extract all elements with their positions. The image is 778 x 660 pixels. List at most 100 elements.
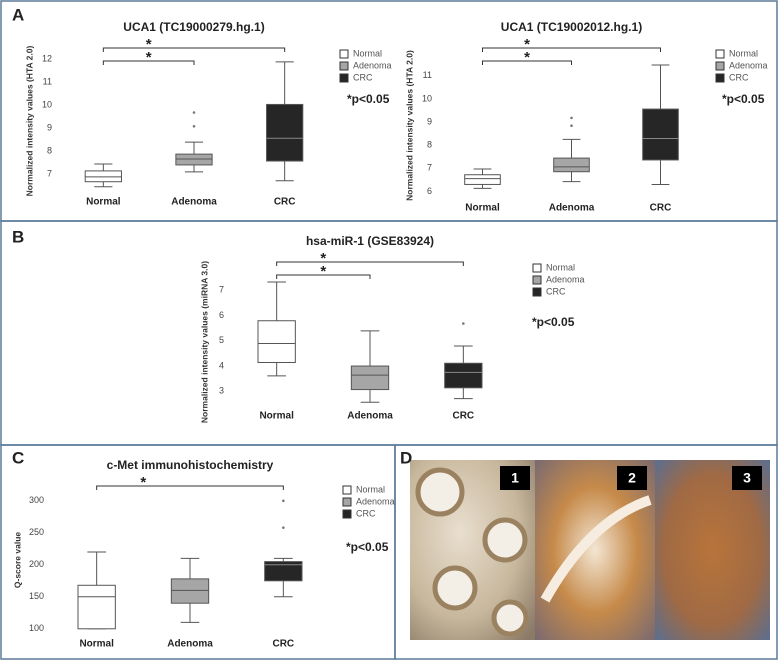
box xyxy=(170,578,210,604)
annotation: *p<0.05 xyxy=(346,540,389,554)
y-tick-label: 9 xyxy=(47,122,52,132)
y-axis-label: Q-score value xyxy=(12,532,22,588)
significance-label: * xyxy=(524,49,530,66)
x-tick-label: Adenoma xyxy=(549,203,595,214)
y-tick-label: 12 xyxy=(42,53,52,63)
box xyxy=(266,103,304,162)
legend-label: Normal xyxy=(356,484,385,494)
y-tick-label: 7 xyxy=(219,284,224,294)
x-tick-label: Adenoma xyxy=(347,411,393,422)
legend-label: CRC xyxy=(353,72,373,82)
x-tick-label: Normal xyxy=(259,411,294,422)
y-tick-label: 200 xyxy=(29,559,44,569)
panel-frame xyxy=(394,444,778,660)
y-tick-label: 7 xyxy=(47,168,52,178)
panel-label: D xyxy=(400,448,412,467)
legend-label: CRC xyxy=(546,286,566,296)
y-axis-label: Normalized intensity values (miRNA 3.0) xyxy=(199,261,209,423)
annotation: *p<0.05 xyxy=(722,92,765,106)
y-tick-label: 11 xyxy=(43,76,52,86)
y-tick-label: 11 xyxy=(423,70,432,80)
outlier xyxy=(570,116,573,120)
y-tick-label: 5 xyxy=(219,335,224,345)
significance-label: * xyxy=(320,250,326,267)
chart-title: hsa-miR-1 (GSE83924) xyxy=(306,234,434,248)
box xyxy=(464,174,501,185)
y-tick-label: 100 xyxy=(29,623,44,633)
x-tick-label: Normal xyxy=(79,639,114,650)
panel-label: A xyxy=(12,5,24,24)
legend-label: CRC xyxy=(356,508,376,518)
lumen xyxy=(540,495,652,603)
legend-swatch xyxy=(715,73,725,83)
outlier xyxy=(192,111,196,114)
outlier xyxy=(192,124,196,128)
legend-swatch xyxy=(339,73,349,83)
panel-frame xyxy=(0,444,396,660)
box xyxy=(257,320,296,363)
badge xyxy=(732,466,762,490)
box xyxy=(175,153,213,166)
significance-bracket xyxy=(102,47,286,52)
significance-label: * xyxy=(140,474,146,491)
significance-label: * xyxy=(524,36,530,53)
significance-label: * xyxy=(320,263,326,280)
box xyxy=(84,170,122,183)
y-tick-label: 7 xyxy=(427,163,432,173)
legend-swatch xyxy=(339,49,349,59)
legend-swatch xyxy=(342,509,352,519)
y-tick-label: 8 xyxy=(47,145,52,155)
y-tick-label: 10 xyxy=(42,99,52,109)
legend-swatch xyxy=(342,497,352,507)
legend-label: Normal xyxy=(729,48,758,58)
x-tick-label: CRC xyxy=(274,197,296,208)
legend-label: Adenoma xyxy=(353,60,392,70)
y-tick-label: 8 xyxy=(427,140,432,150)
annotation: *p<0.05 xyxy=(532,315,575,329)
x-tick-label: Adenoma xyxy=(171,197,217,208)
y-tick-label: 9 xyxy=(427,116,432,126)
significance-bracket xyxy=(102,60,195,65)
legend-swatch xyxy=(342,485,352,495)
legend-label: Normal xyxy=(546,262,575,272)
legend-swatch xyxy=(339,61,349,71)
micrograph-label: 1 xyxy=(511,470,519,486)
box xyxy=(444,362,483,389)
outlier xyxy=(570,124,573,128)
micrograph-label: 3 xyxy=(743,470,751,486)
gland xyxy=(432,565,478,611)
x-tick-label: Adenoma xyxy=(167,639,213,650)
legend-swatch xyxy=(532,287,542,297)
legend-label: Adenoma xyxy=(356,496,395,506)
x-tick-label: Normal xyxy=(86,197,121,208)
legend-label: Adenoma xyxy=(729,60,768,70)
y-tick-label: 6 xyxy=(427,186,432,196)
box xyxy=(553,157,590,173)
y-tick-label: 4 xyxy=(219,360,224,370)
outlier xyxy=(282,499,285,503)
chart-title: UCA1 (TC19002012.hg.1) xyxy=(501,20,642,34)
chart-title: c-Met immunohistochemistry xyxy=(107,458,274,472)
box xyxy=(264,561,303,582)
x-tick-label: CRC xyxy=(650,203,672,214)
box xyxy=(642,108,679,161)
chart-title: UCA1 (TC19000279.hg.1) xyxy=(123,20,264,34)
significance-label: * xyxy=(146,49,152,66)
x-tick-label: Normal xyxy=(465,203,500,214)
x-tick-label: CRC xyxy=(452,411,474,422)
y-axis-label: Normalized intensity values (HTA 2.0) xyxy=(404,50,414,201)
y-axis-label: Normalized intensity values (HTA 2.0) xyxy=(24,45,34,196)
y-tick-label: 10 xyxy=(422,93,432,103)
significance-bracket xyxy=(276,261,464,266)
significance-bracket xyxy=(482,60,572,65)
panel-label: C xyxy=(12,448,24,467)
annotation: *p<0.05 xyxy=(347,92,390,106)
legend-swatch xyxy=(532,275,542,285)
y-tick-label: 250 xyxy=(29,527,44,537)
legend-swatch xyxy=(532,263,542,273)
legend-swatch xyxy=(715,61,725,71)
legend-label: Normal xyxy=(353,48,382,58)
x-tick-label: CRC xyxy=(272,639,294,650)
outlier xyxy=(282,526,285,529)
